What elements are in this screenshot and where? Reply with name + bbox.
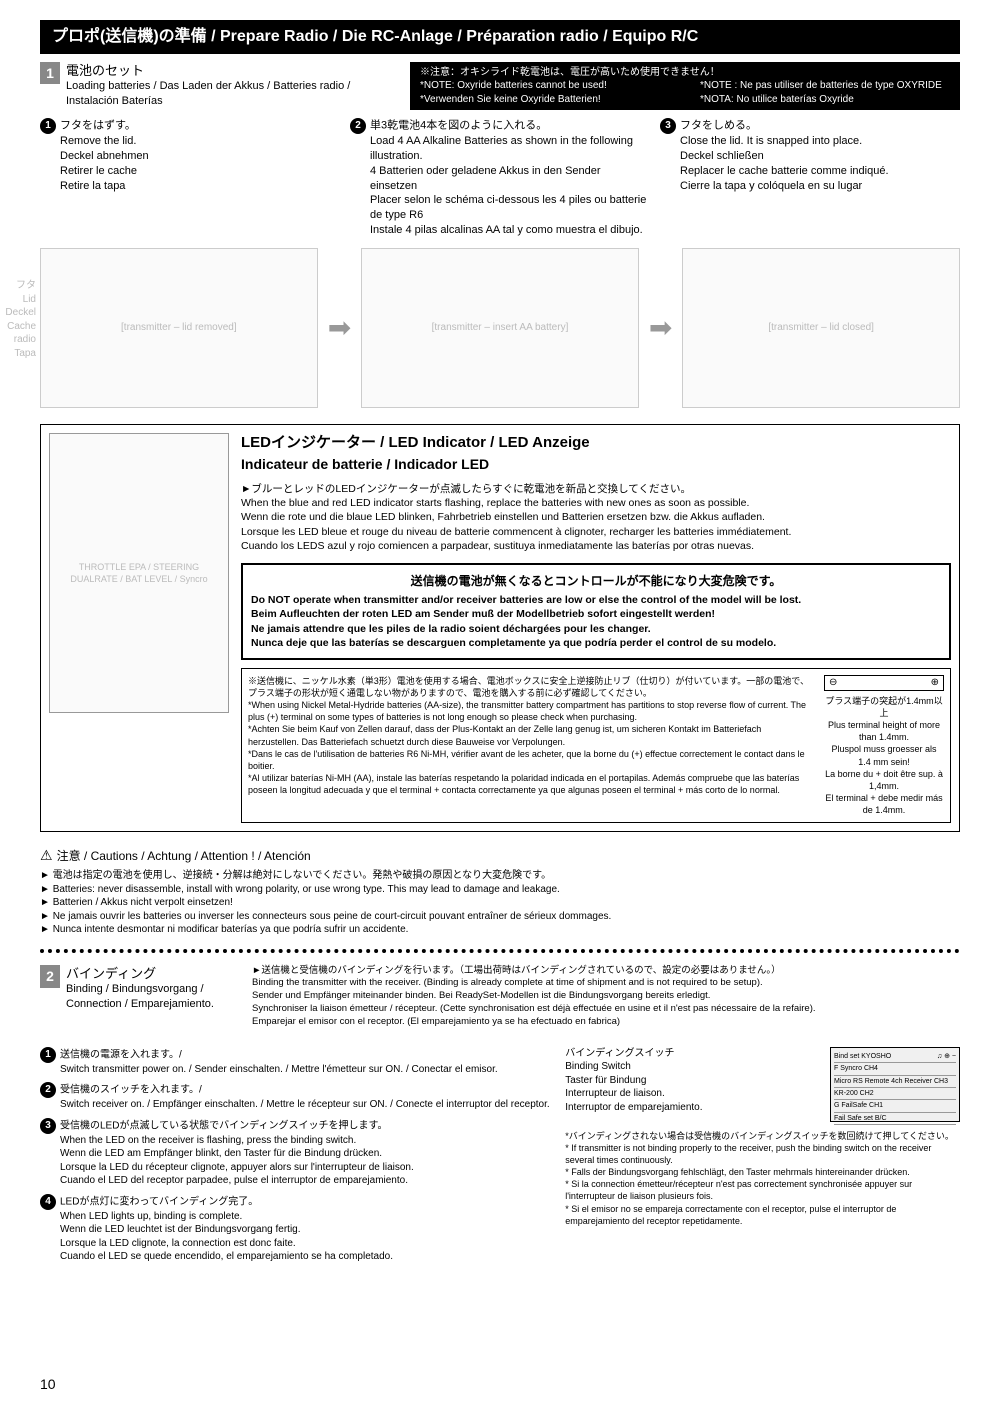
- bind-desc: ►送信機と受信機のバインディングを行います。（工場出荷時はバインディングされてい…: [252, 965, 960, 1029]
- step2-box: 2 バインディング Binding / Bindungsvorgang / Co…: [40, 965, 240, 1012]
- binding-section: 2 バインディング Binding / Bindungsvorgang / Co…: [40, 965, 960, 1039]
- bullet-2: 2: [350, 118, 366, 134]
- bullet-3: 3: [660, 118, 676, 134]
- diagram-2: [transmitter – insert AA battery]: [361, 248, 639, 408]
- led-section: THROTTLE EPA / STEERING DUALRATE / BAT L…: [40, 424, 960, 832]
- transmitter-diagrams: フタLidDeckelCache radioTapa [transmitter …: [40, 248, 960, 408]
- warning-box: 送信機の電池が無くなるとコントロールが不能になり大変危険です。 Do NOT o…: [241, 563, 951, 660]
- bind-lower: 1送信機の電源を入れます。/ Switch transmitter power …: [40, 1047, 960, 1270]
- bind-step-3: 3受信機のLEDが点滅している状態でバインディングスイッチを押します。 When…: [40, 1118, 553, 1188]
- section-header: プロポ(送信機)の準備 / Prepare Radio / Die RC-Anl…: [40, 20, 960, 54]
- sub1-jp: フタをはずす。: [60, 119, 136, 131]
- sub1-es: Retire la tapa: [40, 179, 340, 194]
- nimh-fr: *Dans le cas de l'utilisation de batteri…: [248, 748, 814, 772]
- caution-header: ⚠注意 / Cautions / Achtung / Attention ! /…: [40, 846, 960, 865]
- oxyride-note: ※注意：オキシライド乾電池は、電圧が高いため使用できません！ *NOTE: Ox…: [410, 62, 960, 111]
- nimh-de: *Achten Sie beim Kauf von Zellen darauf,…: [248, 723, 814, 747]
- binding-switch-label: バインディングスイッチ Binding Switch Taster für Bi…: [565, 1047, 822, 1115]
- step2-title-ml: Binding / Bindungsvorgang / Connection /…: [66, 982, 240, 1012]
- sub2-jp: 単3乾電池4本を図のように入れる。: [370, 119, 547, 131]
- sub1-fr: Retirer le cache: [40, 164, 340, 179]
- sub2-fr: Placer selon le schéma ci-dessous les 4 …: [350, 193, 650, 223]
- sub3-en: Close the lid. It is snapped into place.: [660, 134, 960, 149]
- led-diagram: THROTTLE EPA / STEERING DUALRATE / BAT L…: [49, 433, 229, 713]
- caution-es: Nunca intente desmontar ni modificar bat…: [40, 923, 960, 937]
- sub1-de: Deckel abnehmen: [40, 149, 340, 164]
- nimh-diagram: ⊖⊕ プラス端子の突起が1.4mm以上 Plus terminal height…: [824, 675, 944, 816]
- diagram-3: [transmitter – lid closed]: [682, 248, 960, 408]
- arrow-icon: ➡: [649, 309, 672, 347]
- bind-step-1: 1送信機の電源を入れます。/ Switch transmitter power …: [40, 1047, 553, 1077]
- sub3-de: Deckel schließen: [660, 149, 960, 164]
- warning-icon: ⚠: [40, 847, 53, 863]
- sub2-en: Load 4 AA Alkaline Batteries as shown in…: [350, 134, 650, 164]
- caution-section: ⚠注意 / Cautions / Achtung / Attention ! /…: [40, 846, 960, 952]
- led-title: LEDインジケーター / LED Indicator / LED Anzeige: [241, 433, 951, 453]
- warn-jp: 送信機の電池が無くなるとコントロールが不能になり大変危険です。: [251, 573, 941, 589]
- caution-jp: 電池は指定の電池を使用し、逆接続・分解は絶対にしないでください。発熱や破損の原因…: [40, 869, 960, 883]
- step1-box: 1 電池のセット Loading batteries / Das Laden d…: [40, 62, 400, 109]
- receiver-diagram: Bind set KYOSHO♫ ⊕ − F Syncro CH4 Micro …: [830, 1047, 960, 1122]
- sub3-fr: Replacer le cache batterie comme indiqué…: [660, 164, 960, 179]
- bind-step-4: 4LEDが点灯に変わってバインディング完了。 When LED lights u…: [40, 1194, 553, 1264]
- caution-fr: Ne jamais ouvrir les batteries ou invers…: [40, 910, 960, 924]
- nimh-en: *When using Nickel Metal-Hydride batteri…: [248, 699, 814, 723]
- sub2-de: 4 Batterien oder geladene Akkus in den S…: [350, 164, 650, 194]
- warn-de: Beim Aufleuchten der roten LED am Sender…: [251, 607, 941, 621]
- nimh-jp: ※送信機に、ニッケル水素（単3形）電池を使用する場合、電池ボックスに安全上逆接防…: [248, 675, 814, 699]
- warn-fr: Ne jamais attendre que les piles de la r…: [251, 622, 941, 636]
- caution-en: Batteries: never disassemble, install wi…: [40, 883, 960, 897]
- receiver-area: バインディングスイッチ Binding Switch Taster für Bi…: [565, 1047, 960, 1122]
- bullet-1: 1: [40, 118, 56, 134]
- sub3-es: Cierre la tapa y colóquela en su lugar: [660, 179, 960, 194]
- sub1-en: Remove the lid.: [40, 134, 340, 149]
- arrow-icon: ➡: [328, 309, 351, 347]
- substeps-row: 1 フタをはずす。 Remove the lid. Deckel abnehmen…: [40, 118, 960, 238]
- step2-number: 2: [40, 965, 60, 988]
- note-de: *Verwenden Sie keine Oxyride Batterien!: [420, 93, 670, 107]
- step1-header-row: 1 電池のセット Loading batteries / Das Laden d…: [40, 62, 960, 111]
- sub3-jp: フタをしめる。: [680, 119, 757, 131]
- page-number: 10: [40, 1375, 56, 1394]
- warn-es: Nunca deje que las baterías se descargue…: [251, 636, 941, 650]
- note-es: *NOTA: No utilice baterías Oxyride: [700, 93, 950, 107]
- sub2-es: Instale 4 pilas alcalinas AA tal y como …: [350, 223, 650, 238]
- step1-title-jp: 電池のセット: [66, 62, 400, 80]
- nimh-es: *Al utilizar baterías Ni-MH (AA), instal…: [248, 772, 814, 796]
- step2-title-jp: バインディング: [66, 965, 240, 983]
- warn-en: Do NOT operate when transmitter and/or r…: [251, 593, 941, 607]
- lid-label: フタLidDeckelCache radioTapa: [0, 279, 36, 360]
- led-subtitle: Indicateur de batterie / Indicador LED: [241, 455, 951, 474]
- note-jp: ※注意：オキシライド乾電池は、電圧が高いため使用できません！: [420, 66, 950, 80]
- step1-number: 1: [40, 62, 60, 85]
- diagram-1: フタLidDeckelCache radioTapa [transmitter …: [40, 248, 318, 408]
- note-fr: *NOTE : Ne pas utiliser de batteries de …: [700, 79, 950, 93]
- nimh-box: ※送信機に、ニッケル水素（単3形）電池を使用する場合、電池ボックスに安全上逆接防…: [241, 668, 951, 823]
- step1-title-ml: Loading batteries / Das Laden der Akkus …: [66, 79, 400, 109]
- bind-step-2: 2受信機のスイッチを入れます。/ Switch receiver on. / E…: [40, 1082, 553, 1112]
- led-text: ►ブルーとレッドのLEDインジケーターが点滅したらすぐに乾電池を新品と交換してく…: [241, 482, 951, 553]
- bind-notes: *バインディングされない場合は受信機のバインディングスイッチを数回続けて押してく…: [565, 1130, 960, 1227]
- caution-de: Batterien / Akkus nicht verpolt einsetze…: [40, 896, 960, 910]
- note-en: *NOTE: Oxyride batteries cannot be used!: [420, 79, 670, 93]
